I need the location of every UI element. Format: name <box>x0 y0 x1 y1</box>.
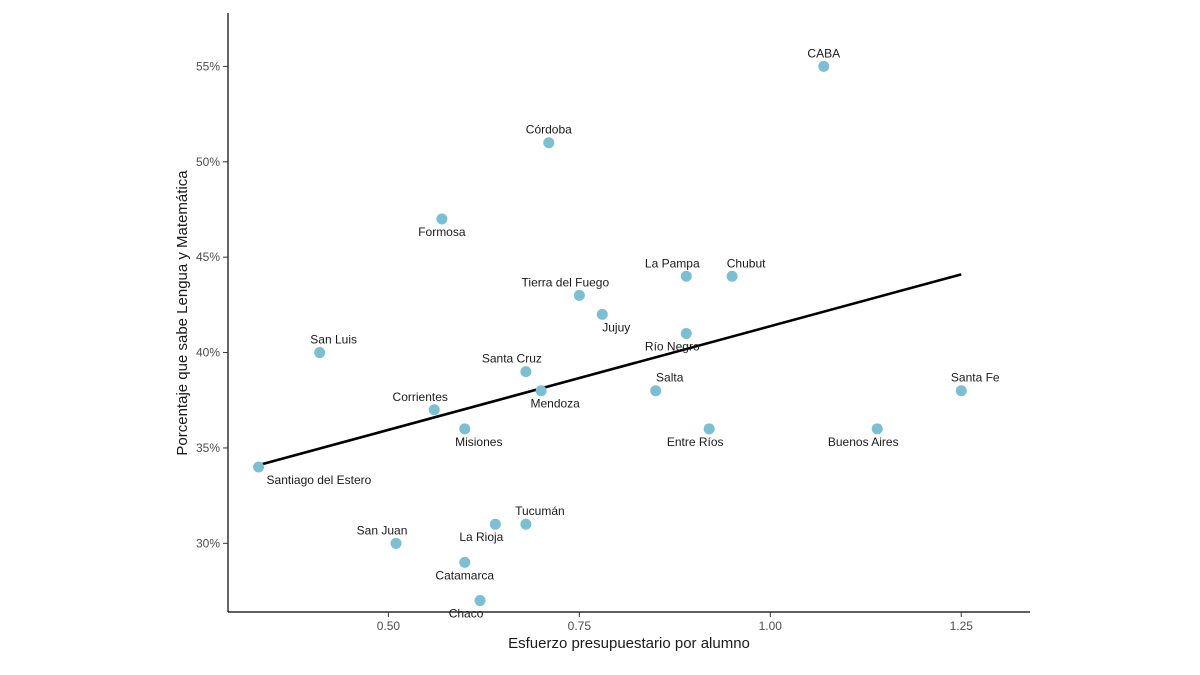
data-point <box>535 385 547 397</box>
point-label: La Pampa <box>645 256 700 270</box>
points-group <box>253 60 967 607</box>
point-label: Mendoza <box>530 397 580 411</box>
data-point <box>573 289 585 301</box>
x-ticks: 0.50 0.75 1.00 1.25 <box>377 612 974 633</box>
point-label: Salta <box>656 371 684 385</box>
point-label: La Rioja <box>459 530 503 544</box>
point-label: Santa Cruz <box>482 352 542 366</box>
point-label: San Luis <box>310 333 357 347</box>
y-tick-label: 40% <box>196 346 220 360</box>
data-point <box>680 270 692 282</box>
y-axis-title: Porcentaje que sabe Lengua y Matemática <box>174 170 191 456</box>
axes <box>227 13 1030 613</box>
point-label: Córdoba <box>526 123 572 137</box>
point-label: San Juan <box>357 523 408 537</box>
data-point <box>703 423 715 435</box>
data-point <box>726 270 738 282</box>
x-tick-label: 1.00 <box>759 619 783 633</box>
trend-line <box>258 273 962 467</box>
point-label: Misiones <box>455 435 502 449</box>
x-tick-label: 0.50 <box>377 619 401 633</box>
data-point <box>253 461 265 473</box>
data-point <box>871 423 883 435</box>
point-label: Buenos Aires <box>828 435 899 449</box>
data-point <box>436 213 448 225</box>
point-label: Formosa <box>418 225 466 239</box>
data-point <box>543 137 555 149</box>
x-tick-label: 1.25 <box>950 619 974 633</box>
data-point <box>520 518 532 530</box>
point-label: Chubut <box>727 256 766 270</box>
point-label: Tucumán <box>515 504 565 518</box>
data-point <box>314 347 326 359</box>
point-label: Jujuy <box>602 320 630 334</box>
y-ticks: 30% 35% 40% 45% 50% 55% <box>196 59 228 550</box>
data-point <box>489 518 501 530</box>
data-point <box>390 537 402 549</box>
y-tick-label: 30% <box>196 536 220 550</box>
y-tick-label: 35% <box>196 441 220 455</box>
data-point <box>680 327 692 339</box>
data-point <box>596 308 608 320</box>
x-axis-title: Esfuerzo presupuestario por alumno <box>508 635 750 652</box>
data-point <box>955 385 967 397</box>
point-label: Santiago del Estero <box>267 473 372 487</box>
y-tick-label: 50% <box>196 155 220 169</box>
point-label: Catamarca <box>435 568 494 582</box>
point-label: Río Negro <box>645 339 700 353</box>
point-label: Corrientes <box>393 390 448 404</box>
y-tick-label: 55% <box>196 59 220 73</box>
point-label: Entre Ríos <box>667 435 724 449</box>
point-label: CABA <box>807 46 840 60</box>
data-point <box>520 366 532 378</box>
point-label: Tierra del Fuego <box>522 275 610 289</box>
data-point <box>650 385 662 397</box>
point-label: Chaco <box>449 607 484 621</box>
data-point <box>459 556 471 568</box>
y-tick-label: 45% <box>196 250 220 264</box>
data-point <box>428 404 440 416</box>
point-labels-group: CABA Córdoba Formosa La Pampa Chubut Tierra d… <box>267 46 1000 620</box>
data-point <box>459 423 471 435</box>
data-point <box>818 60 830 72</box>
point-label: Santa Fe <box>951 371 1000 385</box>
trend-line-group <box>258 273 962 467</box>
x-tick-label: 0.75 <box>568 619 592 633</box>
data-point <box>474 595 486 607</box>
